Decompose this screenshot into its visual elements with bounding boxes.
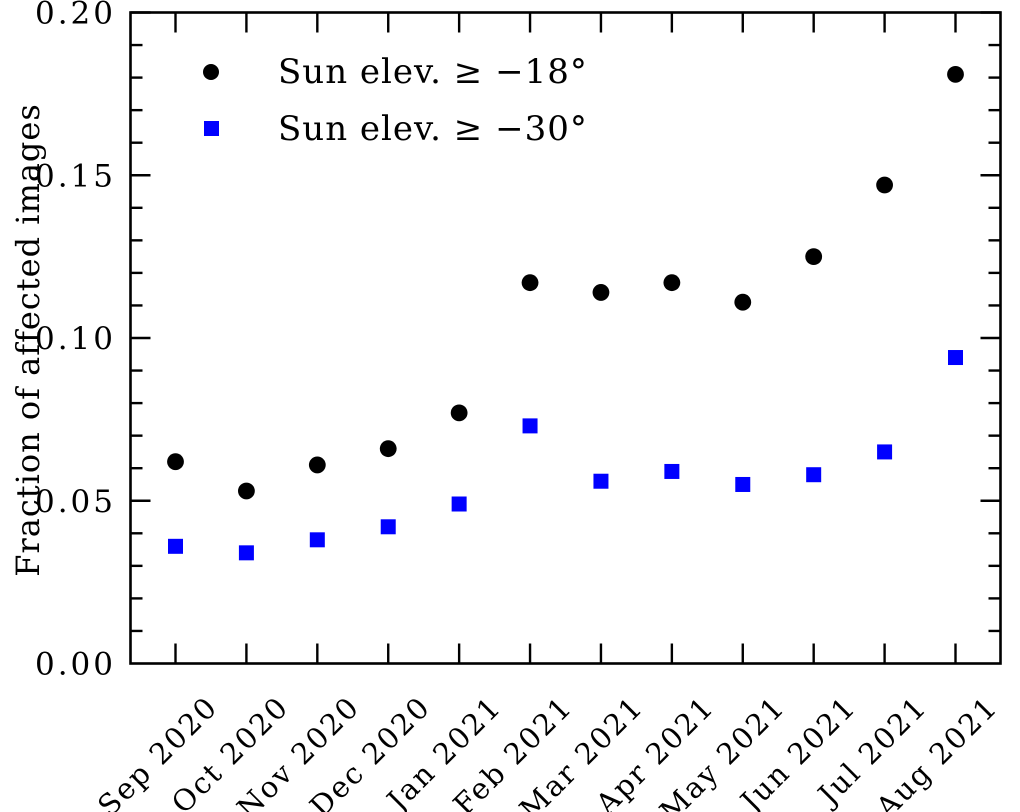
y-tick-label: 0.05 bbox=[35, 484, 116, 520]
data-point-square bbox=[806, 467, 822, 483]
data-point-circle bbox=[450, 404, 468, 422]
data-point-circle bbox=[734, 293, 752, 311]
data-point-square bbox=[380, 519, 396, 535]
data-point-circle bbox=[308, 456, 326, 474]
data-point-square bbox=[664, 463, 680, 479]
y-tick-label: 0.15 bbox=[35, 158, 116, 194]
legend-label-sun-elev-18: Sun elev. ≥ −18° bbox=[278, 51, 588, 92]
data-point-circle bbox=[876, 176, 893, 194]
legend-label-sun-elev-30: Sun elev. ≥ −30° bbox=[278, 108, 588, 149]
data-point-square bbox=[735, 476, 751, 492]
data-point-circle bbox=[521, 274, 539, 292]
legend-circle-marker-icon bbox=[203, 63, 219, 80]
data-point-circle bbox=[238, 482, 255, 500]
legend-item-sun-elev-30: Sun elev. ≥ −30° bbox=[190, 100, 588, 157]
data-point-circle bbox=[379, 440, 397, 458]
data-point-square bbox=[948, 350, 963, 366]
data-point-square bbox=[877, 444, 893, 460]
data-point-square bbox=[238, 545, 254, 561]
data-point-circle bbox=[592, 284, 610, 301]
legend-swatch-box bbox=[190, 121, 232, 136]
y-axis-title: Fraction of affected images bbox=[9, 103, 47, 577]
legend-square-marker-icon bbox=[203, 121, 219, 136]
data-point-circle bbox=[947, 65, 964, 83]
data-point-circle bbox=[167, 453, 184, 471]
y-tick-label: 0.10 bbox=[35, 321, 116, 357]
data-point-square bbox=[522, 418, 538, 434]
y-tick-label: 0.20 bbox=[35, 0, 116, 32]
legend-item-sun-elev-18: Sun elev. ≥ −18° bbox=[190, 43, 588, 100]
data-point-square bbox=[593, 473, 609, 489]
legend-swatch-box bbox=[190, 63, 232, 80]
data-point-square bbox=[309, 532, 325, 548]
data-point-circle bbox=[805, 248, 823, 266]
data-point-circle bbox=[663, 274, 681, 292]
data-point-square bbox=[168, 538, 183, 554]
y-tick-label: 0.00 bbox=[35, 647, 116, 683]
data-point-square bbox=[451, 496, 467, 512]
legend: Sun elev. ≥ −18° Sun elev. ≥ −30° bbox=[190, 43, 588, 157]
